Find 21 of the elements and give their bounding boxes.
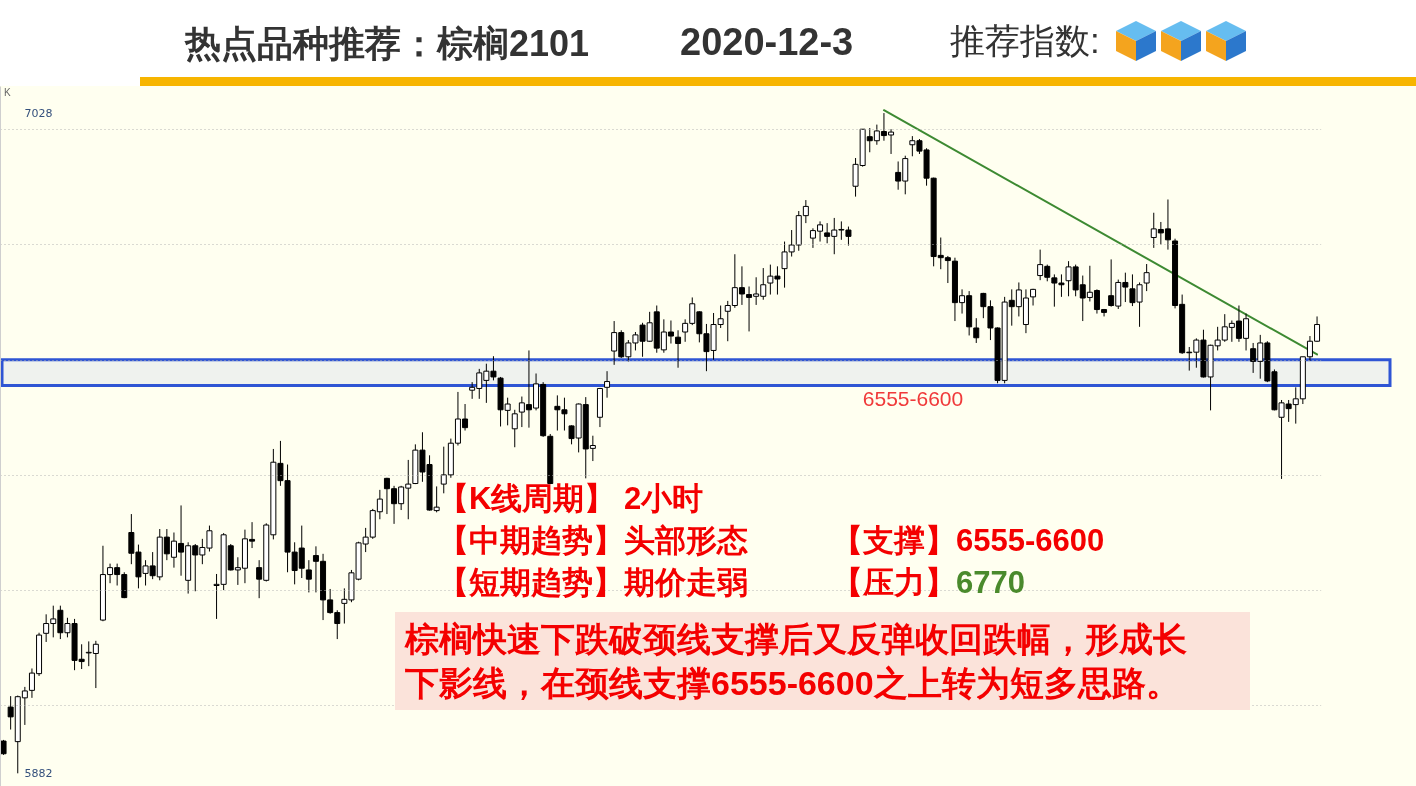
candlestick [604,370,611,399]
candlestick [675,329,682,369]
annotation: 【压力】 [832,565,956,600]
y-tick-label: 5882 [24,766,53,780]
note-box: 棕榈快速下跌破颈线支撑后又反弹收回跌幅，形成长下影线，在颈线支撑6555-6600之上转为短多思路。 [395,612,1250,710]
annotation: 【短期趋势】期价走弱 [438,565,748,601]
candlestick [1143,263,1150,292]
annotation: 6770 [956,565,1025,600]
y-tick-label: 7028 [24,106,53,120]
candlestick [511,409,518,448]
candlestick [973,317,980,344]
band-label: 6555-6600 [862,386,964,410]
chart-title: 热点品种推荐：棕榈2101 [185,22,590,66]
candlestick [305,559,312,593]
annotation: K [4,87,11,99]
chart-subtitle: 2020-12-3 [680,20,854,65]
annotation: 棕榈快速下跌破颈线支撑后又反弹收回跌幅，形成长下影线，在颈线支撑6555-6600之上转为短多思路。 [405,619,1188,704]
annotation: 【支撑】6555-6600 [832,523,1105,559]
annotation: 【中期趋势】头部形态 [438,523,748,559]
text: 推荐指数: [950,20,1100,62]
annotation: 【K线周期】 2小时 [438,481,704,517]
